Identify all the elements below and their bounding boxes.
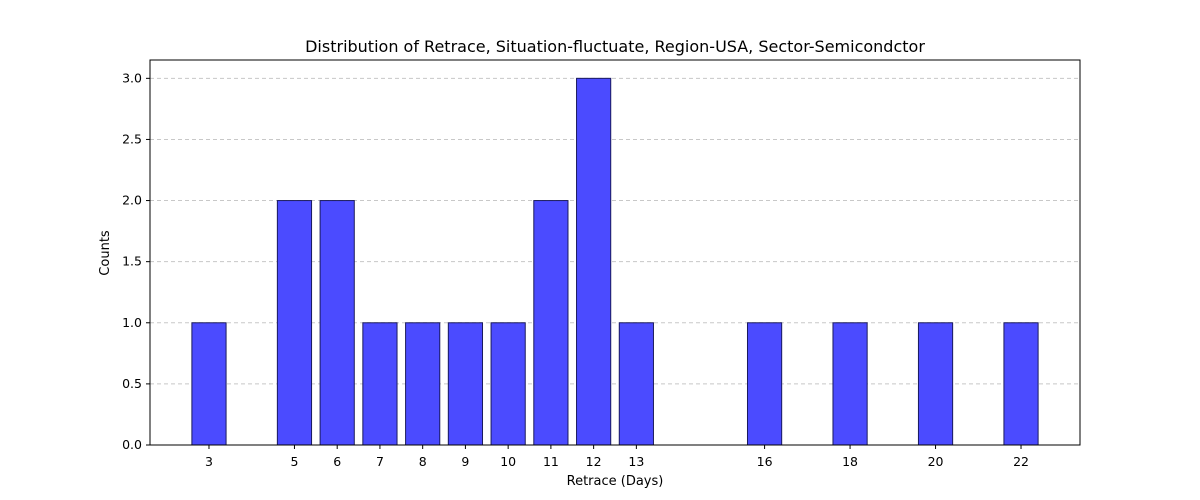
x-tick-label: 13 [628, 454, 644, 469]
bar-20 [917, 322, 954, 446]
bar-10 [490, 322, 526, 446]
bar-7 [362, 322, 398, 446]
bar-6 [319, 200, 355, 446]
bar-16 [746, 322, 783, 446]
y-tick-label: 3.0 [122, 70, 142, 85]
x-tick-label: 22 [1013, 454, 1029, 469]
x-tick-label: 10 [500, 454, 516, 469]
y-axis-ticks: 0.0 0.5 1.0 1.5 2.0 2.5 3.0 [122, 70, 150, 452]
chart-title: Distribution of Retrace, Situation-fluct… [305, 37, 925, 56]
y-axis-label: Counts [98, 230, 113, 276]
bar-5 [276, 200, 313, 446]
x-tick-label: 20 [928, 454, 944, 469]
x-tick-label: 8 [419, 454, 427, 469]
bar-13 [618, 322, 654, 446]
y-tick-label: 2.0 [122, 193, 142, 208]
y-tick-label: 2.5 [122, 131, 142, 146]
bar-18 [832, 322, 868, 446]
bar-9 [447, 322, 484, 446]
x-tick-label: 3 [205, 454, 213, 469]
x-tick-label: 12 [586, 454, 602, 469]
x-tick-label: 6 [333, 454, 341, 469]
bar-8 [405, 322, 441, 446]
x-axis-label: Retrace (Days) [567, 474, 664, 489]
plot-frame [149, 59, 1081, 446]
x-axis-ticks: 3 5 6 7 8 9 10 11 12 13 16 18 20 22 [205, 445, 1029, 469]
x-tick-label: 5 [290, 454, 298, 469]
bar-3 [191, 322, 227, 446]
x-tick-label: 11 [543, 454, 559, 469]
x-tick-label: 18 [842, 454, 858, 469]
bar-11 [533, 200, 569, 446]
x-tick-label: 7 [376, 454, 384, 469]
bar-22 [1003, 322, 1039, 446]
y-tick-label: 0.5 [122, 376, 142, 391]
y-tick-label: 1.0 [122, 315, 142, 330]
x-tick-label: 16 [757, 454, 773, 469]
y-tick-label: 1.5 [122, 254, 142, 269]
x-tick-label: 9 [461, 454, 469, 469]
y-tick-label: 0.0 [122, 437, 142, 452]
bar-12 [576, 77, 612, 446]
